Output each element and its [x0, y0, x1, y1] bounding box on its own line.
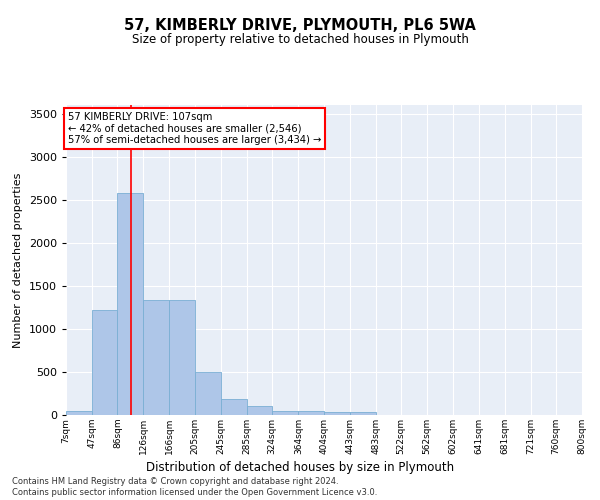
Bar: [221, 398, 247, 415]
Bar: [143, 300, 169, 415]
Bar: [247, 406, 272, 415]
Bar: [298, 410, 325, 415]
Text: Distribution of detached houses by size in Plymouth: Distribution of detached houses by size …: [146, 461, 454, 474]
Text: Contains HM Land Registry data © Crown copyright and database right 2024.: Contains HM Land Registry data © Crown c…: [12, 476, 338, 486]
Bar: [66, 410, 92, 415]
Text: Size of property relative to detached houses in Plymouth: Size of property relative to detached ho…: [131, 32, 469, 46]
Bar: [195, 372, 221, 415]
Bar: [92, 310, 118, 415]
Bar: [272, 410, 298, 415]
Bar: [118, 193, 143, 415]
Text: 57, KIMBERLY DRIVE, PLYMOUTH, PL6 5WA: 57, KIMBERLY DRIVE, PLYMOUTH, PL6 5WA: [124, 18, 476, 32]
Bar: [325, 412, 350, 415]
Text: Contains public sector information licensed under the Open Government Licence v3: Contains public sector information licen…: [12, 488, 377, 497]
Y-axis label: Number of detached properties: Number of detached properties: [13, 172, 23, 348]
Bar: [350, 412, 376, 415]
Bar: [169, 300, 195, 415]
Text: 57 KIMBERLY DRIVE: 107sqm
← 42% of detached houses are smaller (2,546)
57% of se: 57 KIMBERLY DRIVE: 107sqm ← 42% of detac…: [68, 112, 322, 145]
